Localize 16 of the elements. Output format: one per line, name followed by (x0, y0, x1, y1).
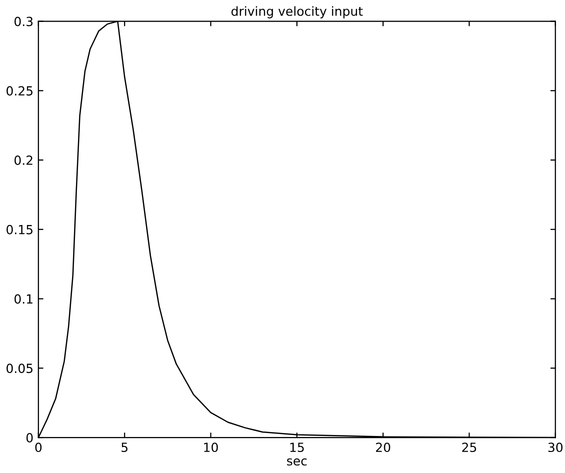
x-tick-label: 25 (462, 442, 476, 452)
chart-title: driving velocity input (231, 6, 363, 18)
x-tick-label: 5 (122, 442, 128, 452)
y-tick-label: 0.1 (14, 294, 32, 304)
x-tick-label: 0 (35, 442, 42, 452)
x-tick-label: 20 (376, 442, 390, 452)
x-tick-label: 15 (290, 442, 304, 452)
y-tick-label: 0.2 (14, 156, 32, 165)
y-tick-label: 0.25 (6, 86, 32, 96)
y-tick-label: 0.3 (14, 16, 33, 26)
y-tick-label: 0.15 (6, 224, 32, 234)
x-tick-label: 10 (204, 442, 218, 452)
y-tick-label: 0 (26, 432, 33, 442)
y-tick-label: 0.05 (6, 364, 32, 374)
x-tick-label: 30 (548, 442, 563, 452)
x-axis-title: sec (287, 458, 307, 466)
